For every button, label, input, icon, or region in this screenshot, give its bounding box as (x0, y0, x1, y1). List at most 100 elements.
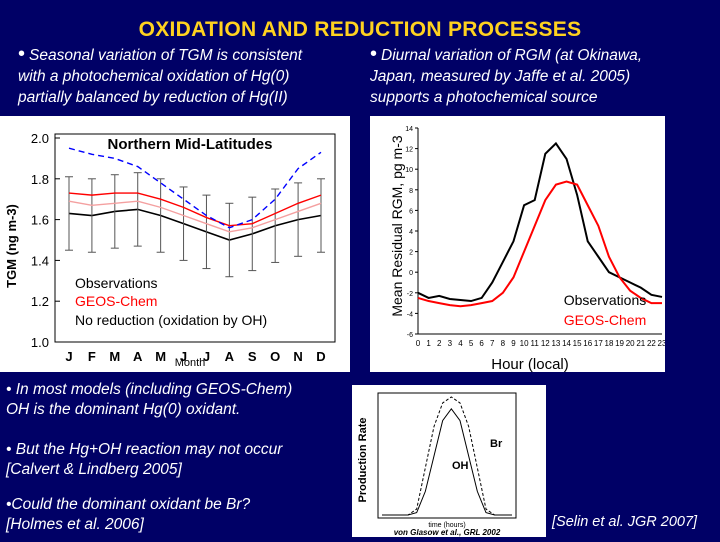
bullet-line: Seasonal variation of TGM is consistent (29, 47, 303, 64)
x-tick-label: 21 (636, 339, 645, 348)
x-tick-label: A (225, 349, 235, 364)
legend-observations: Observations (564, 292, 646, 308)
x-tick-label: D (316, 349, 325, 364)
y-tick-label: 6 (409, 208, 413, 215)
series-line (417, 141, 663, 303)
bullet-oh-oxidant: • In most models (including GEOS-Chem) O… (6, 380, 346, 420)
y-axis-label: TGM (ng m-3) (4, 204, 19, 288)
series-line (68, 192, 322, 227)
x-tick-label: 2 (437, 339, 442, 348)
bullet-line: supports a photochemical source (370, 89, 598, 106)
y-tick-label: -4 (407, 311, 413, 318)
y-tick-label: 0 (409, 270, 413, 277)
x-tick-label: J (65, 349, 72, 364)
bullet-line: •Could the dominant oxidant be Br? (6, 496, 251, 513)
y-tick-label: 1.8 (31, 172, 49, 187)
y-axis-label: Mean Residual RGM, pg m-3 (389, 135, 405, 317)
label-br: Br (490, 438, 503, 450)
bullet-line: partially balanced by reduction of Hg(II… (18, 89, 288, 106)
x-tick-label: 15 (573, 339, 582, 348)
legend-no-reduction: No reduction (oxidation by OH) (75, 312, 267, 328)
tgm-seasonal-chart: Northern Mid-Latitudes TGM (ng m-3) Mont… (0, 116, 350, 372)
y-tick-label: -2 (407, 291, 413, 298)
y-tick-label: 1.2 (31, 294, 49, 309)
x-tick-label: 7 (490, 339, 495, 348)
x-tick-label: J (180, 349, 187, 364)
chart-title: Northern Mid-Latitudes (108, 136, 273, 153)
legend-observations: Observations (75, 275, 157, 291)
page-title: OXIDATION AND REDUCTION PROCESSES (138, 18, 582, 41)
bullet-line: with a photochemical oxidation of Hg(0) (18, 68, 290, 85)
bullet-line: Japan, measured by Jaffe et al. 2005) (370, 68, 631, 85)
legend-geos-chem: GEOS-Chem (75, 293, 157, 309)
x-axis-label: Month (175, 357, 206, 369)
y-tick-label: 10 (405, 167, 413, 174)
x-tick-label: 14 (562, 339, 571, 348)
x-tick-label: 18 (605, 339, 614, 348)
series-line (417, 180, 662, 308)
x-tick-label: 20 (626, 339, 635, 348)
y-tick-label: 12 (405, 147, 413, 154)
bullet-hg-oh-reaction: • But the Hg+OH reaction may not occur [… (6, 440, 346, 480)
plot-frame (377, 392, 517, 519)
plot-frame (54, 133, 336, 343)
x-tick-label: N (293, 349, 302, 364)
x-tick-label: A (133, 349, 143, 364)
x-tick-label: 0 (416, 339, 421, 348)
x-tick-label: 23 (658, 339, 665, 348)
x-axis-label: time (hours) (428, 522, 465, 529)
x-tick-label: O (270, 349, 280, 364)
y-tick-label: 8 (409, 188, 413, 195)
y-tick-label: 1.6 (31, 213, 49, 228)
bullet-symbol: • (18, 43, 26, 65)
label-oh: OH (452, 460, 469, 472)
x-tick-label: S (248, 349, 257, 364)
x-tick-label: 17 (594, 339, 603, 348)
bullet-line: [Calvert & Lindberg 2005] (6, 461, 182, 478)
citation: [Selin et al. JGR 2007] (552, 514, 698, 530)
y-tick-label: 14 (405, 126, 413, 133)
x-tick-label: F (88, 349, 96, 364)
y-axis-label: Production Rate (357, 418, 369, 503)
x-tick-label: 11 (531, 339, 540, 348)
y-tick-label: -6 (407, 332, 413, 339)
y-tick-label: 1.0 (31, 335, 49, 350)
series-line (382, 407, 512, 516)
tgm-chart-svg: Northern Mid-Latitudes TGM (ng m-3) Mont… (4, 131, 336, 369)
x-tick-label: 10 (520, 339, 529, 348)
x-tick-label: 1 (426, 339, 431, 348)
x-tick-label: 5 (469, 339, 474, 348)
bullet-seasonal-tgm: • Seasonal variation of TGM is consistent… (18, 44, 363, 108)
x-tick-label: 8 (501, 339, 506, 348)
x-tick-label: M (155, 349, 166, 364)
x-tick-label: M (109, 349, 120, 364)
y-tick-label: 2.0 (31, 131, 49, 146)
x-tick-label: 4 (458, 339, 463, 348)
rgm-chart-svg: Mean Residual RGM, pg m-3 Hour (local) -… (389, 126, 667, 373)
series-line (68, 200, 322, 233)
bullet-line: [Holmes et al. 2006] (6, 516, 144, 533)
rgm-diurnal-chart: Mean Residual RGM, pg m-3 Hour (local) -… (370, 116, 667, 373)
y-tick-label: 4 (409, 229, 413, 236)
production-rate-svg: Production Rate Br OH time (hours) von G… (357, 392, 517, 537)
x-tick-label: 12 (541, 339, 550, 348)
bullet-br-oxidant: •Could the dominant oxidant be Br? [Holm… (6, 495, 346, 535)
x-tick-label: 6 (479, 339, 484, 348)
series-line (68, 147, 322, 229)
x-tick-label: 22 (647, 339, 656, 348)
legend-geos-chem: GEOS-Chem (564, 312, 646, 328)
bullet-line: • In most models (including GEOS-Chem) (6, 381, 293, 398)
production-rate-chart: Production Rate Br OH time (hours) von G… (352, 385, 546, 537)
x-tick-label: J (203, 349, 210, 364)
bullet-line: OH is the dominant Hg(0) oxidant. (6, 401, 241, 418)
x-tick-label: 9 (511, 339, 516, 348)
series-line (68, 208, 322, 241)
bullet-line: • But the Hg+OH reaction may not occur (6, 441, 283, 458)
bullet-symbol: • (370, 43, 378, 65)
source-credit: von Glasow et al., GRL 2002 (394, 528, 501, 537)
x-tick-label: 16 (583, 339, 592, 348)
y-tick-label: 1.4 (31, 253, 49, 268)
y-tick-label: 2 (409, 250, 413, 257)
x-tick-label: 13 (551, 339, 560, 348)
bullet-line: Diurnal variation of RGM (at Okinawa, (381, 47, 643, 64)
